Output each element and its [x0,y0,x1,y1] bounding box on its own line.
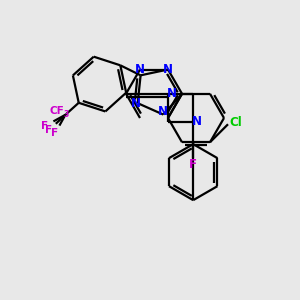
Text: 3: 3 [64,110,69,119]
Text: N: N [131,97,141,110]
Text: CF: CF [49,106,64,116]
Text: N: N [158,105,168,118]
Text: N: N [163,63,173,76]
Text: F: F [51,128,58,138]
Text: N: N [192,115,202,128]
Text: Cl: Cl [230,116,242,129]
Text: F: F [189,158,197,171]
Text: N: N [135,63,145,76]
Text: F: F [45,125,52,135]
Text: N: N [167,87,177,100]
Text: F: F [41,121,49,131]
